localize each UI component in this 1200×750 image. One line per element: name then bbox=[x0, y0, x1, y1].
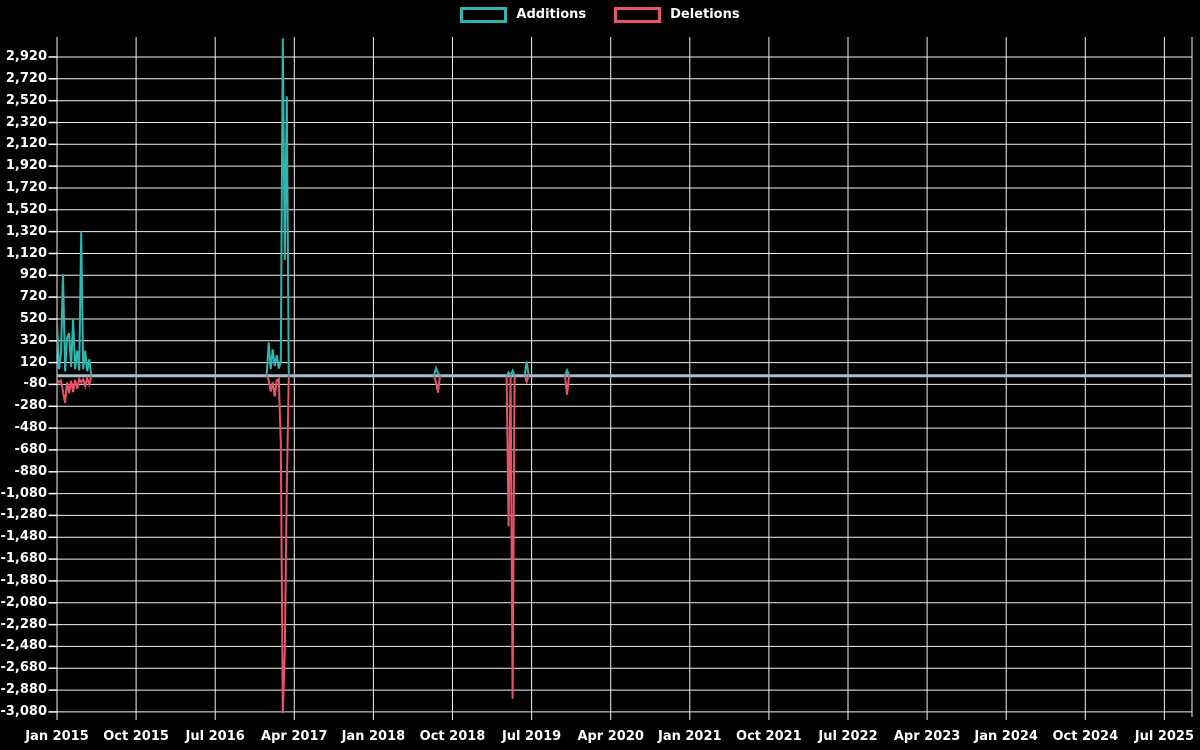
x-axis-tick-label: Oct 2015 bbox=[103, 729, 169, 744]
gridlines bbox=[48, 37, 1193, 720]
y-axis-tick-label: 2,520 bbox=[5, 92, 47, 108]
y-axis-tick-label: -2,080 bbox=[0, 594, 47, 610]
x-axis-tick-label: Jan 2018 bbox=[341, 729, 406, 744]
y-axis-tick-label: -480 bbox=[14, 420, 47, 436]
legend-swatch-additions bbox=[460, 7, 508, 23]
additions-series bbox=[265, 38, 290, 376]
x-axis-tick-label: Jul 2016 bbox=[185, 729, 245, 744]
x-axis-tick-label: Oct 2024 bbox=[1052, 729, 1119, 744]
y-axis-tick-label: 1,720 bbox=[5, 180, 47, 195]
y-axis-tick-label: -3,080 bbox=[0, 703, 47, 719]
y-axis-tick-label: 520 bbox=[19, 311, 47, 326]
x-axis-tick-label: Jan 2021 bbox=[658, 729, 722, 744]
y-axis-tick-label: 120 bbox=[19, 354, 47, 370]
y-axis-tick-label: -2,480 bbox=[0, 638, 47, 654]
y-axis-tick-label: 1,120 bbox=[5, 245, 47, 261]
deletions-series bbox=[433, 375, 441, 393]
y-axis-tick-label: -880 bbox=[14, 463, 47, 479]
deletions-series bbox=[505, 375, 516, 699]
y-axis-tick-label: -1,280 bbox=[0, 507, 47, 523]
additions-series bbox=[523, 361, 530, 376]
x-axis-tick-label: Jan 2015 bbox=[25, 729, 89, 744]
y-axis-tick-label: 320 bbox=[19, 332, 47, 348]
y-axis-tick-label: -1,680 bbox=[0, 551, 47, 567]
y-axis-tick-label: 2,320 bbox=[5, 114, 47, 130]
additions-series bbox=[57, 231, 93, 376]
legend-label: Deletions bbox=[670, 7, 740, 22]
y-axis-tick-label: 1,320 bbox=[5, 223, 47, 239]
y-axis-tick-label: -1,880 bbox=[0, 572, 47, 588]
legend-item-additions[interactable]: Additions bbox=[460, 7, 586, 23]
deletions-series bbox=[57, 374, 93, 404]
y-axis-tick-label: -2,280 bbox=[0, 616, 47, 632]
additions-series bbox=[505, 368, 516, 378]
legend-swatch-deletions bbox=[614, 7, 662, 23]
deletions-series bbox=[265, 375, 290, 714]
y-axis-tick-label: 2,120 bbox=[5, 136, 47, 152]
y-axis-tick-label: -280 bbox=[14, 398, 47, 414]
deletions-series bbox=[523, 375, 530, 385]
x-axis-tick-label: Oct 2018 bbox=[419, 729, 486, 744]
deletions-series bbox=[564, 375, 571, 395]
y-axis-tick-label: 1,920 bbox=[5, 158, 47, 174]
x-axis-tick-label: Oct 2021 bbox=[736, 729, 802, 744]
y-axis-tick-label: -2,880 bbox=[0, 682, 47, 698]
y-axis-tick-label: 920 bbox=[19, 267, 47, 283]
y-axis-tick-label: 1,520 bbox=[5, 201, 47, 217]
y-axis-tick-label: 720 bbox=[19, 289, 47, 305]
y-axis-tick-label: -1,480 bbox=[0, 529, 47, 545]
y-axis-tick-label: -1,080 bbox=[0, 485, 47, 501]
y-axis-tick-label: -2,680 bbox=[0, 660, 47, 676]
additions-series bbox=[564, 367, 571, 377]
x-axis-tick-label: Jul 2022 bbox=[818, 729, 878, 744]
additions-series bbox=[433, 364, 441, 377]
x-axis-tick-label: Apr 2023 bbox=[893, 729, 961, 744]
y-axis-tick-label: -680 bbox=[14, 441, 47, 457]
x-axis-tick-label: Apr 2017 bbox=[261, 729, 328, 744]
x-axis-tick-label: Apr 2020 bbox=[577, 729, 644, 744]
x-axis-tick-label: Jul 2019 bbox=[501, 729, 562, 744]
y-axis-tick-label: -80 bbox=[23, 376, 48, 392]
chart-legend: Additions Deletions bbox=[0, 7, 1200, 23]
y-axis-tick-label: 2,920 bbox=[5, 49, 47, 64]
x-axis-tick-label: Jan 2024 bbox=[974, 729, 1038, 744]
y-axis-tick-label: 2,720 bbox=[5, 70, 47, 86]
legend-item-deletions[interactable]: Deletions bbox=[614, 7, 740, 23]
x-axis-tick-label: Jul 2025 bbox=[1134, 729, 1195, 744]
legend-label: Additions bbox=[516, 7, 587, 22]
